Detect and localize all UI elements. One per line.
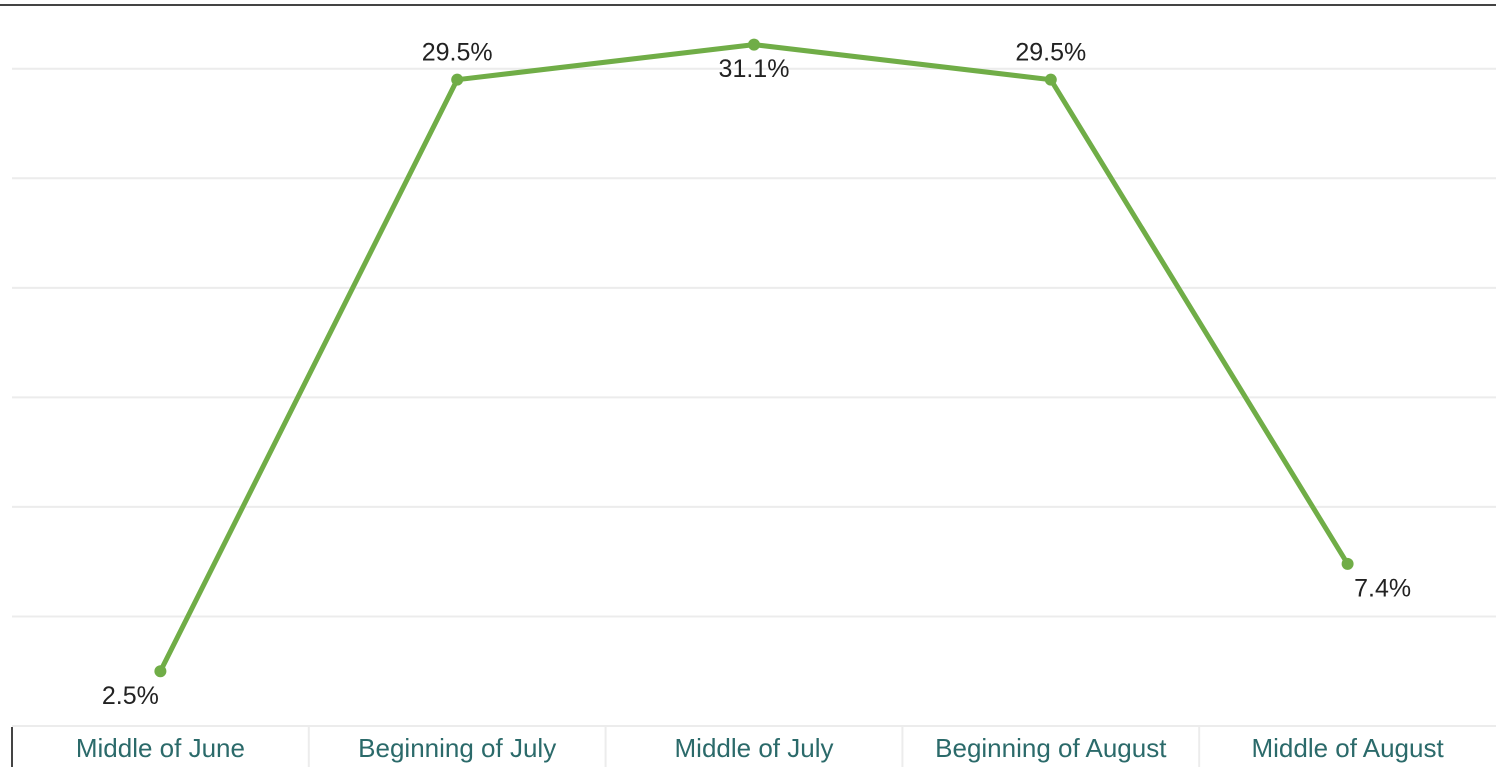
line — [158, 42, 1350, 673]
x-tick-label: Middle of August — [1251, 733, 1444, 763]
value-label: 29.5% — [422, 38, 493, 66]
x-tick-label: Beginning of August — [935, 733, 1167, 763]
x-tick-label: Beginning of July — [358, 733, 556, 763]
point — [451, 73, 464, 86]
x-tick-label: Middle of June — [76, 733, 245, 763]
point — [154, 665, 167, 678]
value-label: 29.5% — [1015, 38, 1086, 66]
point — [748, 38, 760, 51]
value-label: 31.1% — [719, 55, 790, 83]
value-label: 7.4% — [1354, 574, 1411, 602]
x-tick-label: Middle of July — [675, 733, 834, 763]
point — [1044, 73, 1057, 86]
value-label: 2.5% — [102, 682, 159, 710]
point — [1341, 557, 1354, 570]
